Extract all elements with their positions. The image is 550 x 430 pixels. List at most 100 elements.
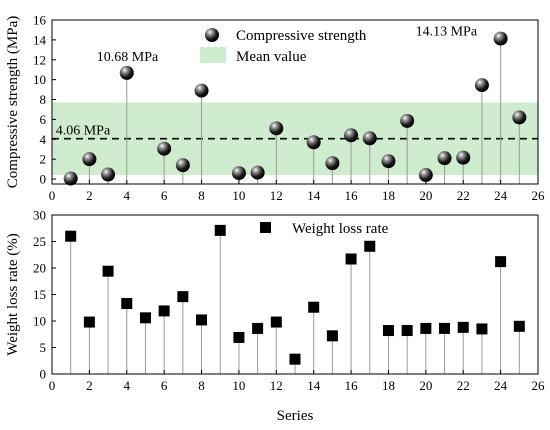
top-x-tick-label: 16 (345, 188, 359, 203)
weight-loss-point (252, 322, 264, 334)
x-axis-title: Series (277, 408, 314, 424)
compressive-strength-points (63, 31, 527, 186)
weight-loss-point (495, 256, 507, 268)
top-y-tick-label: 14 (33, 32, 47, 47)
weight-loss-point (401, 325, 413, 337)
legend-compressive-strength: Compressive strength (236, 28, 367, 44)
weight-loss-point (83, 316, 95, 328)
compressive-strength-point (231, 166, 246, 181)
top-y-tick-label: 12 (33, 52, 46, 67)
compressive-strength-point (362, 131, 377, 146)
bottom-x-tick-label: 22 (457, 378, 470, 393)
weight-loss-point (476, 323, 488, 335)
legend-mean-swatch (200, 47, 226, 63)
bottom-y-tick-label: 0 (40, 367, 47, 382)
weight-loss-point (420, 322, 432, 334)
top-x-tick-label: 6 (161, 188, 168, 203)
top-x-tick-label: 22 (457, 188, 470, 203)
weight-loss-point (65, 230, 77, 242)
weight-loss-stems (70, 230, 520, 374)
compressive-strength-point (344, 128, 359, 143)
weight-loss-point (196, 314, 208, 326)
bottom-plot-frame (51, 214, 539, 375)
bottom-x-tick-label: 12 (270, 378, 283, 393)
bottom-x-tick-label: 10 (232, 378, 245, 393)
top-y-tick-label: 6 (40, 112, 47, 127)
compressive-strength-point (437, 151, 452, 166)
bottom-y-tick-label: 5 (40, 340, 47, 355)
annotation-max-right: 14.13 MPa (416, 25, 478, 40)
bottom-x-ticks: 0 2 4 6 8 10 12 14 16 18 20 22 24 26 (49, 370, 545, 393)
bottom-x-tick-label: 0 (49, 378, 56, 393)
compressive-strength-point (269, 121, 284, 136)
legend-weight-loss-rate: Weight loss rate (292, 221, 389, 237)
compressive-strength-point (101, 167, 116, 182)
bottom-x-tick-label: 8 (198, 378, 205, 393)
compressive-strength-point (306, 135, 321, 150)
top-y-tick-label: 2 (40, 152, 47, 167)
weight-loss-point (457, 321, 469, 333)
legend-square-marker (260, 222, 271, 233)
weight-loss-point (177, 291, 189, 303)
compressive-strength-point (400, 113, 415, 128)
top-y-axis-title: Compressive strength (MPa) (5, 16, 21, 188)
weight-loss-point (158, 305, 170, 317)
bottom-x-tick-label: 16 (345, 378, 359, 393)
compressive-strength-point (157, 141, 172, 156)
top-x-tick-label: 4 (124, 188, 131, 203)
weight-loss-point (364, 240, 376, 252)
top-legend: Compressive strength Mean value (200, 28, 367, 65)
top-y-ticks: 0 2 4 6 8 10 12 14 16 (33, 13, 56, 187)
compressive-strength-point (325, 156, 340, 171)
weight-loss-point (345, 253, 357, 265)
bottom-legend: Weight loss rate (260, 221, 389, 237)
bottom-y-tick-label: 20 (33, 261, 46, 276)
bottom-x-tick-label: 26 (532, 378, 546, 393)
bottom-x-tick-label: 6 (161, 378, 168, 393)
weight-loss-point (214, 224, 226, 236)
compressive-strength-point (175, 158, 190, 173)
compressive-strength-point (63, 171, 78, 186)
bottom-x-tick-label: 4 (124, 378, 131, 393)
top-y-tick-label: 16 (33, 13, 47, 28)
compressive-strength-point (474, 78, 489, 93)
weight-loss-point (102, 265, 114, 277)
compressive-strength-point (512, 110, 527, 125)
weight-loss-point (121, 298, 133, 310)
compressive-strength-point (493, 31, 508, 46)
top-x-tick-label: 2 (86, 188, 93, 203)
weight-loss-point (233, 331, 245, 343)
compressive-strength-point (418, 168, 433, 183)
compressive-strength-point (381, 154, 396, 169)
bottom-x-tick-label: 18 (382, 378, 395, 393)
compressive-strength-point (82, 152, 97, 167)
compressive-strength-point (194, 83, 209, 98)
bottom-y-tick-label: 25 (33, 234, 46, 249)
annotation-mean-value: 4.06 MPa (56, 124, 111, 139)
weight-loss-point (513, 320, 525, 332)
top-y-tick-label: 10 (33, 72, 46, 87)
top-x-tick-label: 12 (270, 188, 283, 203)
weight-loss-point (139, 312, 151, 324)
bottom-y-axis-title: Weight loss rate (%) (5, 233, 21, 356)
top-x-tick-label: 10 (232, 188, 245, 203)
top-y-tick-label: 8 (40, 92, 47, 107)
top-y-tick-label: 0 (40, 172, 47, 187)
top-x-tick-label: 18 (382, 188, 395, 203)
bottom-y-tick-label: 15 (33, 287, 46, 302)
bottom-y-ticks: 0 5 10 15 20 25 30 (33, 208, 56, 382)
weight-loss-point (289, 353, 301, 365)
bottom-x-tick-label: 24 (494, 378, 508, 393)
compressive-strength-point (119, 65, 134, 80)
bottom-x-tick-label: 20 (419, 378, 432, 393)
top-x-tick-label: 20 (419, 188, 432, 203)
annotation-max-left: 10.68 MPa (97, 50, 159, 65)
weight-loss-point (382, 325, 394, 337)
weight-loss-point (308, 301, 320, 313)
weight-loss-points (65, 224, 525, 365)
bottom-y-tick-label: 30 (33, 208, 46, 223)
bottom-x-tick-label: 14 (307, 378, 321, 393)
